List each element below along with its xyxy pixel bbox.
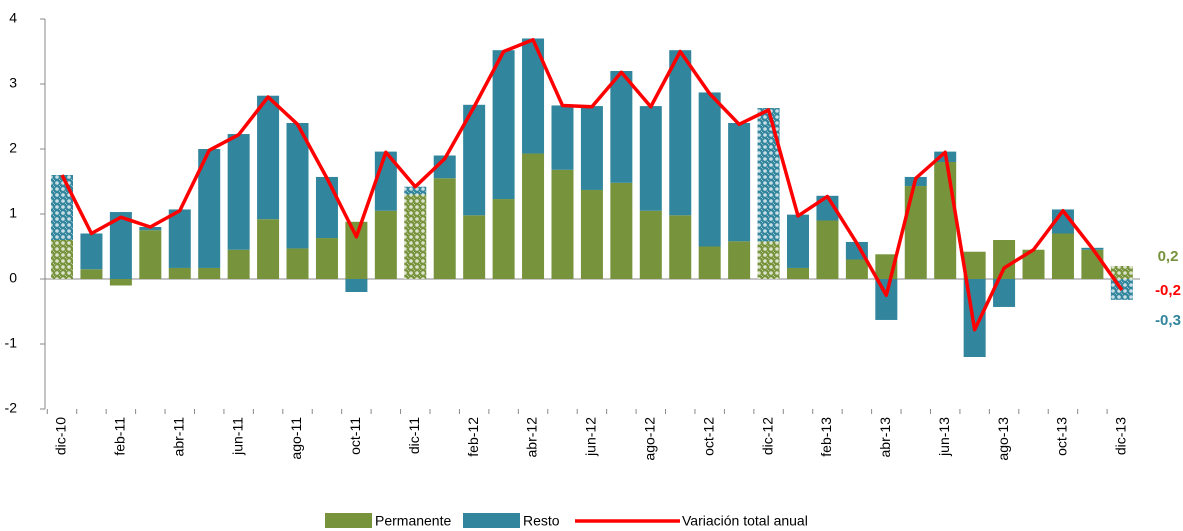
end-label: -0,3 xyxy=(1155,312,1181,329)
bar xyxy=(315,238,338,279)
legend-label: Permanente xyxy=(375,513,451,529)
bar xyxy=(463,104,486,216)
bar xyxy=(433,178,456,279)
bar xyxy=(934,162,957,279)
bar xyxy=(787,267,809,279)
bar xyxy=(345,221,368,279)
bar xyxy=(345,279,368,292)
bar xyxy=(757,241,780,279)
bar xyxy=(728,241,751,279)
bar xyxy=(610,71,633,183)
x-tick-label: oct-12 xyxy=(700,417,716,456)
bar xyxy=(109,212,132,279)
bar xyxy=(580,189,603,279)
x-tick-label: ago-11 xyxy=(288,417,304,460)
bar xyxy=(728,123,751,242)
bar xyxy=(580,106,603,190)
line-series xyxy=(60,38,1124,332)
bar xyxy=(492,50,515,200)
x-tick-label: abr-12 xyxy=(524,417,540,458)
x-tick-label: feb-11 xyxy=(112,417,128,456)
bar xyxy=(492,199,515,279)
x-tick-label: dic-10 xyxy=(53,417,69,455)
x-tick-label: dic-13 xyxy=(1113,417,1129,455)
bar xyxy=(1051,233,1074,279)
x-tick-label: dic-11 xyxy=(406,417,422,454)
end-label: 0,2 xyxy=(1158,248,1179,265)
x-tick-label: feb-13 xyxy=(818,417,834,457)
bar xyxy=(286,248,309,279)
bar xyxy=(993,240,1016,279)
bar xyxy=(257,95,280,220)
bar xyxy=(286,123,309,249)
x-tick-label: dic-12 xyxy=(759,417,775,455)
x-tick-label: feb-12 xyxy=(465,417,481,457)
bar xyxy=(787,214,809,268)
bar xyxy=(610,182,633,279)
bar xyxy=(639,106,662,211)
bar xyxy=(109,279,132,286)
legend-swatch xyxy=(325,513,372,528)
end-label: -0,2 xyxy=(1155,282,1181,299)
bar xyxy=(522,38,545,154)
y-tick-label: 1 xyxy=(9,205,17,221)
bar xyxy=(993,279,1016,307)
bar xyxy=(669,215,692,279)
bar xyxy=(463,215,486,279)
y-tick-label: -1 xyxy=(5,335,18,351)
bar xyxy=(168,267,191,279)
bar xyxy=(227,249,250,279)
x-tick-label: jun-13 xyxy=(936,417,952,457)
y-tick-label: 2 xyxy=(9,140,17,156)
bar xyxy=(51,175,73,240)
bar xyxy=(1081,249,1104,279)
bar xyxy=(433,155,456,179)
bar xyxy=(227,134,250,250)
x-tick-label: abr-13 xyxy=(877,417,893,458)
x-tick-label: ago-13 xyxy=(995,417,1011,461)
x-tick-label: jun-12 xyxy=(583,417,599,457)
bar xyxy=(757,108,780,242)
bar xyxy=(374,210,397,279)
bar xyxy=(639,210,662,279)
y-tick-label: 3 xyxy=(9,75,17,91)
bar xyxy=(51,240,73,279)
bar xyxy=(963,251,986,279)
legend-swatch xyxy=(463,513,520,528)
legend-label: Resto xyxy=(523,513,560,529)
bar xyxy=(404,194,427,279)
bar xyxy=(139,230,162,279)
y-tick-label: 0 xyxy=(9,270,17,286)
bar xyxy=(198,267,221,279)
y-tick-label: 4 xyxy=(9,10,17,26)
bar xyxy=(80,269,103,279)
bar xyxy=(698,246,721,279)
bar xyxy=(816,220,839,279)
bar xyxy=(198,149,221,268)
x-tick-label: jun-11 xyxy=(229,417,245,456)
bar xyxy=(168,209,191,268)
bar xyxy=(551,169,574,279)
bar xyxy=(551,105,574,170)
legend-label: Variación total anual xyxy=(682,513,808,529)
bar xyxy=(404,186,427,195)
bar xyxy=(80,233,103,270)
bar xyxy=(315,176,338,239)
bar xyxy=(904,186,927,279)
x-tick-label: abr-11 xyxy=(170,417,186,457)
bar xyxy=(669,50,692,216)
bar xyxy=(875,279,898,320)
bar xyxy=(845,259,868,279)
y-tick-label: -2 xyxy=(5,400,18,416)
bar xyxy=(522,153,545,279)
x-tick-label: oct-11 xyxy=(347,417,363,455)
bar xyxy=(1022,249,1045,279)
bar xyxy=(257,219,280,279)
bar xyxy=(698,92,721,247)
x-tick-label: ago-12 xyxy=(642,417,658,461)
x-tick-label: oct-13 xyxy=(1054,417,1070,456)
bar xyxy=(1110,266,1133,279)
